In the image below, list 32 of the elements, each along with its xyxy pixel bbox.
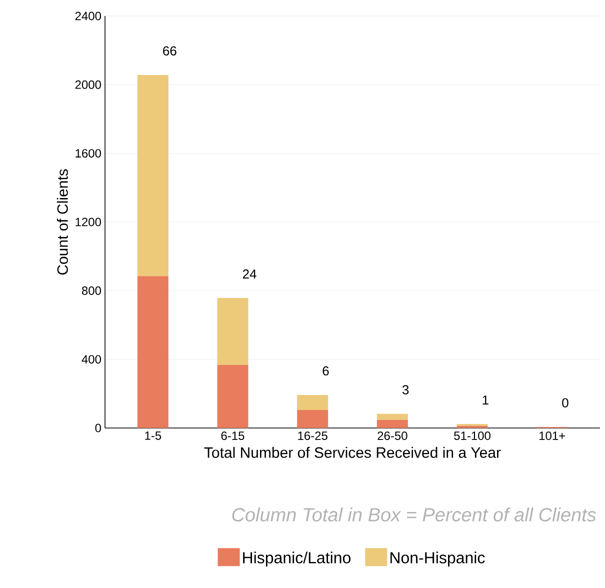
annotation: 66 bbox=[163, 46, 176, 56]
x-tick-label: 6-15 bbox=[221, 432, 244, 440]
y-tick-label: 400 bbox=[82, 355, 102, 364]
y-tick-label: 1600 bbox=[76, 149, 102, 158]
x-tick-label: 16-25 bbox=[298, 432, 328, 440]
x-tick-label: 51-100 bbox=[454, 432, 490, 440]
legend-label: Non-Hispanic bbox=[390, 552, 485, 567]
annotation: 3 bbox=[402, 385, 409, 394]
y-tick-label: 2000 bbox=[75, 80, 102, 89]
x-tick-label: 101+ bbox=[539, 432, 566, 440]
legend-label: Hispanic/Latino bbox=[243, 552, 350, 567]
bar bbox=[217, 298, 248, 365]
bar bbox=[376, 420, 408, 428]
text: Column Total in Box = Percent of all Clients bbox=[232, 508, 596, 522]
bar bbox=[297, 395, 328, 410]
x-tick-label: 26-50 bbox=[378, 432, 408, 440]
y-tick-label: 0 bbox=[95, 424, 102, 432]
y-tick-label: 1200 bbox=[76, 218, 102, 226]
annotation: 1 bbox=[482, 396, 488, 405]
y-tick-label: 2400 bbox=[75, 12, 102, 20]
bar bbox=[137, 276, 168, 428]
bar bbox=[376, 414, 408, 420]
bar bbox=[217, 364, 248, 428]
annotation: 0 bbox=[562, 398, 568, 408]
y-tick-label: 800 bbox=[82, 286, 102, 295]
bar bbox=[297, 410, 328, 428]
annotation: 6 bbox=[322, 366, 329, 376]
annotation: 24 bbox=[242, 269, 256, 279]
bar bbox=[137, 75, 168, 276]
x-axis-title: Total Number of Services Received in a Year bbox=[204, 446, 501, 458]
y-axis-title: Count of Clients bbox=[56, 169, 68, 275]
x-tick-label: 1-5 bbox=[145, 432, 162, 440]
